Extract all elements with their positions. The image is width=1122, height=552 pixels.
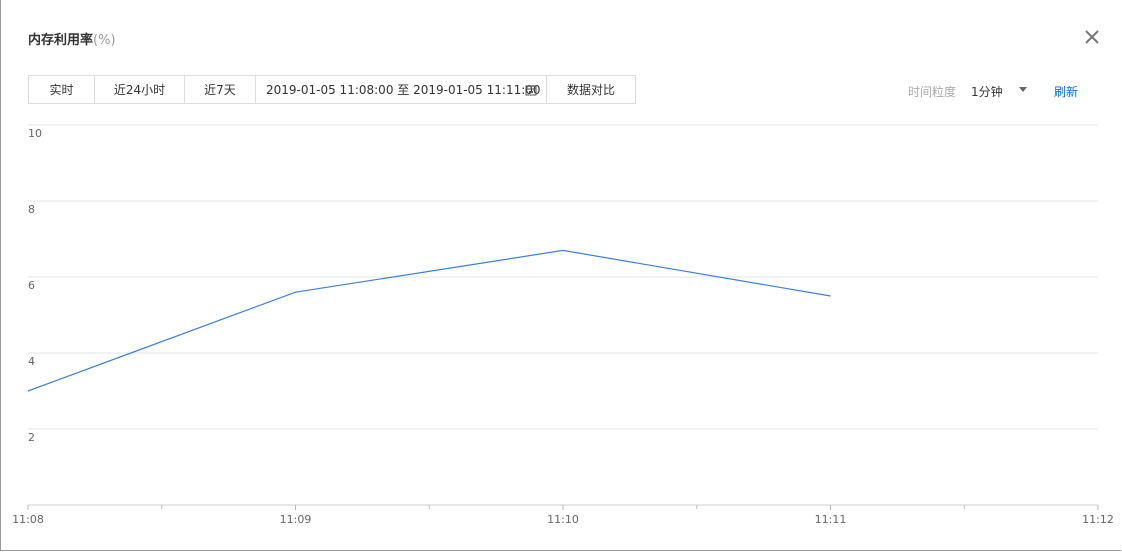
series-line — [27, 249, 831, 392]
x-tick-label: 11:10 — [547, 513, 579, 526]
tab-button[interactable]: 近7天 — [184, 75, 256, 104]
title-text: 内存利用率 — [28, 33, 94, 48]
x-tick-label: 11:08 — [12, 513, 44, 526]
tab-button[interactable]: 近24小时 — [94, 75, 185, 104]
refresh-link[interactable]: 刷新 — [1054, 85, 1079, 99]
y-tick-label: 2 — [28, 431, 35, 444]
granularity-select[interactable]: 1分钟 — [971, 85, 1003, 99]
x-tick-label: 11:12 — [1082, 513, 1114, 526]
date-range[interactable]: 2019-01-05 11:08:00 至 2019-01-05 11:11:0… — [255, 75, 547, 104]
y-tick-label: 4 — [28, 355, 35, 368]
date-range-text: 2019-01-05 11:08:00 至 2019-01-05 11:11:0… — [266, 83, 541, 97]
dialog-title: 内存利用率(%) — [28, 29, 116, 48]
compare-button[interactable]: 数据对比 — [546, 75, 636, 104]
x-tick-label: 11:11 — [815, 513, 847, 526]
dropdown-arrow[interactable] — [1019, 87, 1027, 93]
granularity-label: 时间粒度 — [908, 85, 957, 99]
y-tick-label: 10 — [28, 127, 42, 140]
calendar-icon — [525, 85, 537, 96]
tab-button[interactable]: 实时 — [28, 75, 95, 104]
y-tick-label: 6 — [28, 279, 35, 292]
y-tick-label: 8 — [28, 203, 35, 216]
x-tick-label: 11:09 — [280, 513, 312, 526]
title-unit: (%) — [93, 33, 116, 48]
close-button[interactable] — [1084, 29, 1100, 45]
